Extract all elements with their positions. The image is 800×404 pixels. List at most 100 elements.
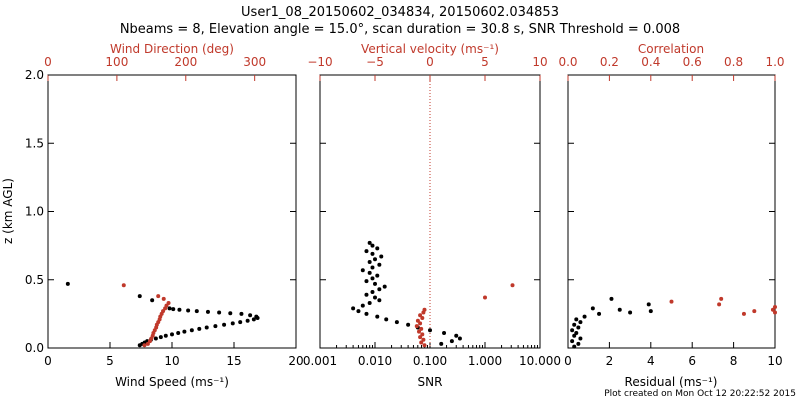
- residual-residual-point: [648, 309, 653, 314]
- wind-wind_speed-point: [167, 306, 172, 311]
- vertical-xtick-label: 10.000: [519, 354, 561, 368]
- wind-wind_speed-point: [205, 309, 210, 314]
- residual-correlation-point: [717, 302, 722, 307]
- vertical-top-tick-label: 5: [481, 55, 489, 69]
- panel-wind-frame: [47, 74, 297, 349]
- wind-wind_speed-point: [150, 298, 155, 303]
- wind-wind_speed-point: [182, 329, 187, 334]
- vertical-top-tick-label: 0: [426, 55, 434, 69]
- vertical-snr-point: [375, 314, 380, 319]
- vertical-snr-point: [370, 251, 375, 256]
- vertical-snr-point: [394, 320, 399, 325]
- residual-top-tick-label: 0.4: [641, 55, 660, 69]
- wind-xtick-label: 0: [44, 354, 52, 368]
- vertical-snr-point: [367, 240, 372, 245]
- wind-wind_speed-point: [248, 313, 253, 318]
- vertical-snr-point: [370, 243, 375, 248]
- wind-wind_speed-point: [230, 321, 235, 326]
- residual-xtick-label: 8: [730, 354, 738, 368]
- residual-xtick-label: 2: [606, 354, 614, 368]
- wind-top-tick-label: 100: [105, 55, 128, 69]
- panel-residual: Residual (ms⁻¹) Correlation 0 2 4 6 8 10 0.0 0.…: [558, 42, 784, 389]
- residual-residual-point: [576, 341, 581, 346]
- vertical-snr-point: [356, 309, 361, 314]
- wind-wind_direction-point: [121, 283, 126, 288]
- vertical-snr-point: [377, 287, 382, 292]
- residual-top-tick-label: 1.0: [765, 55, 784, 69]
- vertical-snr-point: [379, 254, 384, 259]
- residual-residual-point: [646, 302, 651, 307]
- residual-top-tick-label: 0.6: [683, 55, 702, 69]
- figure-subtitle: Nbeams = 8, Elevation angle = 15.0°, sca…: [120, 22, 680, 37]
- residual-residual-point: [572, 333, 577, 338]
- vertical-vertical_velocity-point: [422, 343, 427, 348]
- wind-ytick-label: 1.0: [25, 205, 44, 219]
- wind-wind_speed-point: [177, 307, 182, 312]
- wind-wind_speed-point: [194, 309, 199, 314]
- vertical-xtick-label: 1.000: [468, 354, 502, 368]
- vertical-vertical_velocity-point: [420, 315, 425, 320]
- vertical-snr-point: [370, 265, 375, 270]
- vertical-snr-point: [375, 273, 380, 278]
- wind-wind_speed-point: [204, 325, 209, 330]
- vertical-vertical_velocity-point: [510, 283, 515, 288]
- wind-wind_direction-point: [164, 303, 169, 308]
- plot-created-footer: Plot created on Mon Oct 12 20:22:52 2015: [604, 389, 796, 399]
- wind-wind_speed-point: [217, 310, 222, 315]
- wind-ylabel: z (km AGL): [1, 178, 15, 244]
- residual-residual-point: [609, 296, 614, 301]
- residual-residual-point: [574, 330, 579, 335]
- vertical-snr-point: [367, 300, 372, 305]
- vertical-vertical_velocity-point: [414, 324, 419, 329]
- wind-top-tick-label: 0: [44, 55, 52, 69]
- wind-top-tick-label: 300: [243, 55, 266, 69]
- vertical-snr-point: [373, 257, 377, 262]
- vertical-snr-point: [373, 295, 377, 300]
- residual-xtick-label: 0: [564, 354, 572, 368]
- wind-wind_speed-point: [153, 336, 158, 341]
- wind-wind_speed-point: [65, 281, 70, 286]
- residual-residual-point: [582, 314, 587, 319]
- wind-wind_direction-point: [161, 309, 166, 314]
- vertical-snr-point: [364, 311, 369, 316]
- wind-wind_speed-point: [163, 333, 168, 338]
- wind-ytick-label: 2.0: [25, 68, 44, 82]
- wind-wind_speed-point: [254, 314, 259, 319]
- vertical-top-tick-label: −10: [307, 55, 332, 69]
- vertical-top-tick-label: 10: [532, 55, 547, 69]
- wind-xtick-label: 5: [106, 354, 114, 368]
- panel-residual-frame: [567, 74, 776, 349]
- wind-wind_speed-point: [158, 335, 163, 340]
- vertical-snr-point: [351, 306, 356, 311]
- residual-top-tick-label: 0.0: [558, 55, 577, 69]
- wind-wind_speed-point: [239, 311, 244, 316]
- vertical-snr-point: [373, 281, 377, 286]
- wind-wind_speed-point: [137, 294, 142, 299]
- vertical-vertical_velocity-point: [418, 313, 423, 318]
- vertical-snr-point: [370, 276, 375, 281]
- wind-wind_speed-point: [171, 307, 176, 312]
- residual-xlabel: Residual (ms⁻¹): [625, 375, 718, 389]
- residual-xtick-label: 4: [647, 354, 655, 368]
- residual-residual-point: [578, 320, 583, 325]
- wind-wind_direction-point: [142, 343, 147, 348]
- wind-wind_speed-point: [222, 322, 227, 327]
- vertical-vertical_velocity-point: [418, 321, 423, 326]
- wind-xtick-label: 10: [164, 354, 179, 368]
- wind-xtick-label: 15: [226, 354, 241, 368]
- wind-ytick-label: 0.5: [25, 273, 44, 287]
- vertical-snr-point: [457, 336, 462, 341]
- vertical-vertical_velocity-point: [419, 326, 424, 331]
- residual-correlation-point: [752, 309, 757, 314]
- wind-wind_speed-point: [186, 308, 191, 313]
- vertical-snr-point: [375, 246, 380, 251]
- vertical-vertical_velocity-point: [421, 337, 426, 342]
- vertical-xtick-label: 0.001: [303, 354, 337, 368]
- residual-residual-point: [572, 344, 577, 349]
- residual-correlation-point: [770, 307, 775, 312]
- wind-wind_speed-point: [245, 318, 250, 323]
- vertical-snr-point: [364, 249, 369, 254]
- vertical-vertical_velocity-point: [420, 332, 425, 337]
